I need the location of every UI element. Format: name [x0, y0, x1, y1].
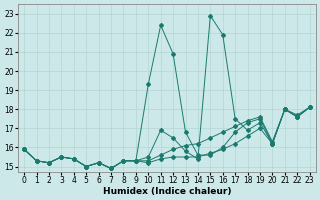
- X-axis label: Humidex (Indice chaleur): Humidex (Indice chaleur): [103, 187, 231, 196]
